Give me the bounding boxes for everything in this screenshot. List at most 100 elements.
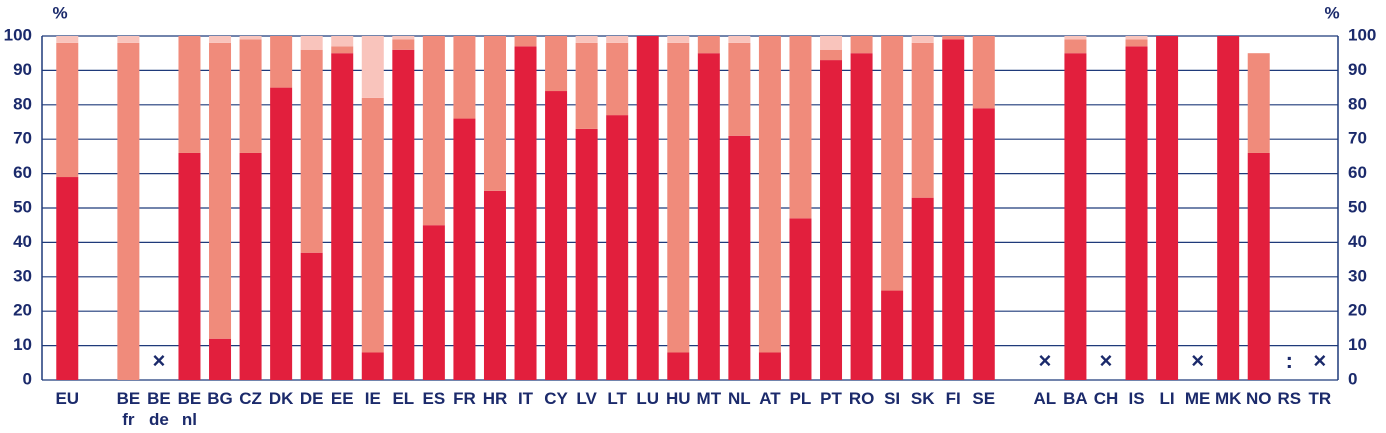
x-tick-label: EE bbox=[330, 389, 354, 408]
bar-segment bbox=[606, 115, 629, 381]
bar-segment bbox=[1064, 53, 1087, 380]
bar-segment bbox=[942, 36, 965, 40]
x-tick-label: LI bbox=[1159, 389, 1175, 408]
y2-tick-label: 80 bbox=[1348, 94, 1367, 113]
bar-segment bbox=[789, 36, 812, 219]
x-tick-label: CZ bbox=[239, 389, 262, 408]
bar-segment bbox=[881, 36, 904, 291]
bar-segment bbox=[178, 36, 201, 153]
bar-segment bbox=[820, 60, 843, 381]
x-tick-label: SE bbox=[972, 389, 996, 408]
bar-segment bbox=[300, 36, 323, 50]
bar-segment bbox=[728, 42, 751, 136]
missing-data-flag: × bbox=[1313, 348, 1326, 373]
y2-tick-label: 60 bbox=[1348, 163, 1367, 182]
bar-segment bbox=[972, 36, 995, 109]
bar-segment bbox=[850, 36, 873, 54]
bar-segment bbox=[1156, 36, 1179, 380]
x-tick-label: ME bbox=[1184, 389, 1211, 408]
x-tick-label: DE bbox=[299, 389, 324, 408]
bar-segment bbox=[1064, 36, 1087, 40]
bar-segment bbox=[728, 36, 751, 43]
bar-segment bbox=[422, 36, 445, 226]
x-tick-label: BG bbox=[207, 389, 233, 408]
x-tick-label: RS bbox=[1277, 389, 1302, 408]
bar-segment bbox=[667, 36, 690, 43]
x-tick-label: PL bbox=[789, 389, 812, 408]
x-tick-label: AL bbox=[1033, 389, 1057, 408]
x-tick-label: BE nl bbox=[177, 389, 202, 429]
bar-segment bbox=[942, 39, 965, 380]
bar-segment bbox=[514, 36, 537, 47]
x-tick-label: LV bbox=[576, 389, 597, 408]
x-tick-label: DK bbox=[268, 389, 294, 408]
x-tick-label: TR bbox=[1308, 389, 1332, 408]
bar-segment bbox=[361, 36, 384, 98]
bar-segment bbox=[392, 39, 415, 50]
bar-segment bbox=[789, 218, 812, 380]
x-tick-label: HU bbox=[665, 389, 691, 408]
bar-segment bbox=[270, 87, 293, 380]
bar-segment bbox=[606, 42, 629, 116]
x-tick-label: EU bbox=[55, 389, 80, 408]
y-tick-label: 100 bbox=[4, 25, 32, 44]
y-tick-label: 50 bbox=[13, 197, 32, 216]
x-tick-label: IS bbox=[1128, 389, 1145, 408]
x-tick-label: MK bbox=[1214, 389, 1242, 408]
bar-segment bbox=[209, 42, 232, 339]
bar-segment bbox=[1247, 53, 1270, 153]
bar-segment bbox=[56, 177, 79, 380]
x-tick-label: SI bbox=[884, 389, 901, 408]
bar-segment bbox=[667, 352, 690, 380]
bar-segment bbox=[239, 36, 262, 40]
bar-segment bbox=[1064, 39, 1087, 54]
bar-segment bbox=[209, 338, 232, 380]
y2-tick-label: 90 bbox=[1348, 60, 1367, 79]
bar-segment bbox=[911, 42, 934, 198]
x-tick-label: CY bbox=[544, 389, 568, 408]
x-tick-label: HR bbox=[482, 389, 508, 408]
bar-segment bbox=[1247, 152, 1270, 380]
bar-segment bbox=[697, 36, 720, 54]
x-tick-label: FR bbox=[453, 389, 476, 408]
bar-segment bbox=[575, 128, 598, 380]
bar-segment bbox=[422, 225, 445, 380]
x-tick-label: BE de bbox=[147, 389, 171, 429]
y2-tick-label: 10 bbox=[1348, 335, 1367, 354]
bar-segment bbox=[972, 108, 995, 381]
missing-data-flag: × bbox=[152, 348, 165, 373]
bar-segment bbox=[606, 36, 629, 43]
bar-segment bbox=[361, 352, 384, 380]
y2-axis-label: % bbox=[1324, 3, 1339, 22]
bar-segment bbox=[575, 42, 598, 129]
bar-segment bbox=[453, 36, 476, 119]
bar-segment bbox=[483, 190, 506, 380]
bar-segment bbox=[636, 36, 659, 380]
y-tick-label: 40 bbox=[13, 232, 32, 251]
y-tick-label: 70 bbox=[13, 129, 32, 148]
x-tick-label: AT bbox=[759, 389, 781, 408]
y-tick-label: 60 bbox=[13, 163, 32, 182]
x-tick-label: PT bbox=[820, 389, 842, 408]
y2-tick-label: 70 bbox=[1348, 129, 1367, 148]
bar-segment bbox=[361, 97, 384, 353]
bar-segment bbox=[300, 252, 323, 380]
x-tick-label: IE bbox=[364, 389, 381, 408]
missing-data-flag: × bbox=[1100, 348, 1113, 373]
y2-tick-label: 50 bbox=[1348, 197, 1367, 216]
missing-data-flag: × bbox=[1191, 348, 1204, 373]
bar-segment bbox=[178, 152, 201, 380]
y2-tick-label: 20 bbox=[1348, 301, 1367, 320]
y-axis-label: % bbox=[52, 3, 67, 22]
missing-data-flag: × bbox=[1038, 348, 1051, 373]
x-tick-label: IT bbox=[517, 389, 534, 408]
y2-tick-label: 100 bbox=[1348, 25, 1376, 44]
bar-segment bbox=[575, 36, 598, 43]
bar-segment bbox=[1217, 36, 1240, 380]
bar-segment bbox=[697, 53, 720, 380]
bar-segment bbox=[453, 118, 476, 380]
x-tick-label: NO bbox=[1245, 389, 1272, 408]
x-tick-label: LU bbox=[636, 389, 660, 408]
y-tick-label: 80 bbox=[13, 94, 32, 113]
bar-segment bbox=[820, 36, 843, 50]
